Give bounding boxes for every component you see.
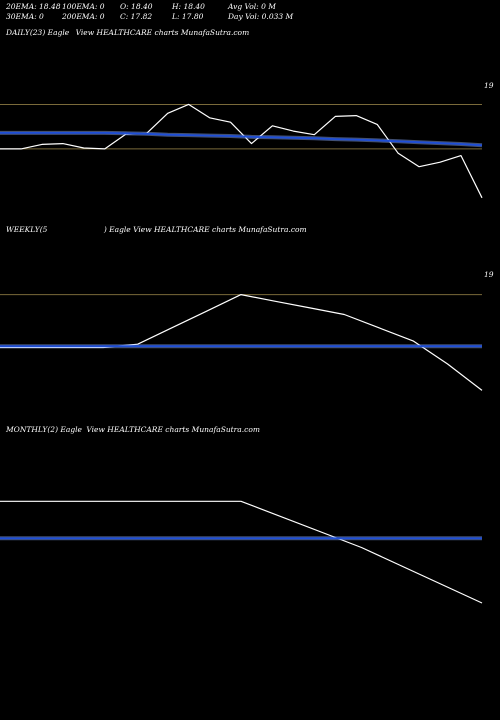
low-stat: L: 17.80 bbox=[172, 12, 204, 21]
weekly-price-label: 19 bbox=[484, 270, 494, 279]
ema100-stat: 100EMA: 0 bbox=[62, 2, 105, 11]
daily-panel-title: DAILY(23) Eagle View HEALTHCARE charts M… bbox=[6, 28, 249, 37]
weekly-panel-title: WEEKLY(5 ) Eagle View HEALTHCARE charts … bbox=[6, 225, 307, 234]
avg-vol-stat: Avg Vol: 0 M bbox=[228, 2, 276, 11]
daily-price-line bbox=[0, 103, 483, 199]
monthly-price-line bbox=[0, 500, 483, 604]
daily-title-left: DAILY(23) Eagle bbox=[6, 28, 70, 37]
open-stat: O: 18.40 bbox=[120, 2, 153, 11]
ema20-stat: 20EMA: 18.48 bbox=[6, 2, 61, 11]
monthly-title-right: View HEALTHCARE charts MunafaSutra.com bbox=[86, 425, 260, 434]
monthly-title-left: MONTHLY(2) Eagle bbox=[6, 425, 82, 434]
daily-ema-glow bbox=[0, 130, 483, 148]
daily-title-right: View HEALTHCARE charts MunafaSutra.com bbox=[75, 28, 250, 37]
day-vol-stat: Day Vol: 0.033 M bbox=[228, 12, 294, 21]
close-stat: C: 17.82 bbox=[120, 12, 153, 21]
weekly-price-line bbox=[0, 294, 483, 391]
weekly-title-right: ) Eagle View HEALTHCARE charts MunafaSut… bbox=[103, 225, 307, 234]
daily-price-label: 19 bbox=[484, 81, 494, 90]
monthly-panel-title: MONTHLY(2) Eagle View HEALTHCARE charts … bbox=[6, 425, 260, 434]
daily-ema-line bbox=[0, 131, 483, 147]
weekly-title-left: WEEKLY(5 bbox=[6, 225, 48, 234]
ema200-stat: 200EMA: 0 bbox=[62, 12, 105, 21]
ema30-stat: 30EMA: 0 bbox=[6, 12, 44, 21]
high-stat: H: 18.40 bbox=[172, 2, 205, 11]
